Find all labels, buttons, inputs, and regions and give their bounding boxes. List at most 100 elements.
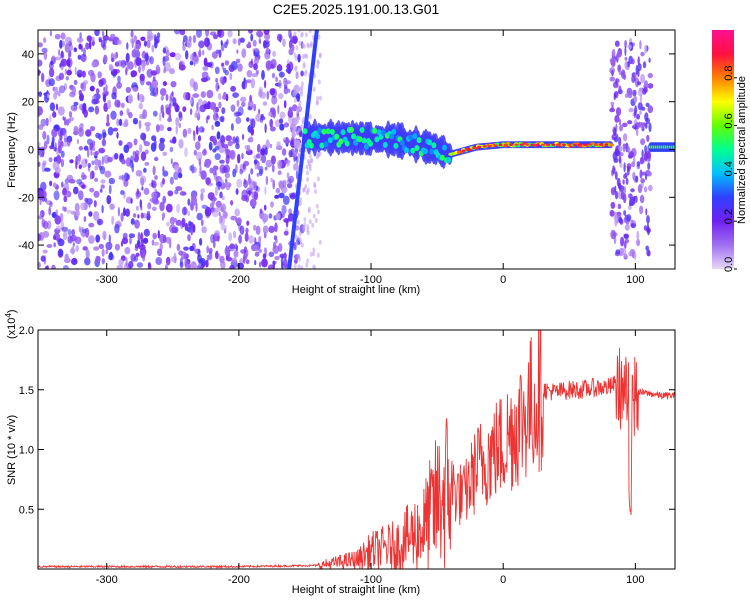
heat-cell — [278, 192, 285, 199]
heat-cell — [180, 190, 183, 196]
slant-streak — [287, 30, 319, 269]
heat-cell — [615, 249, 621, 255]
heat-cell — [643, 186, 648, 193]
heat-cell — [87, 162, 92, 168]
heat-cell — [122, 232, 128, 240]
heat-cell — [79, 93, 84, 102]
heat-cell — [214, 185, 219, 196]
heat-cell — [118, 118, 123, 126]
heat-cell — [308, 142, 314, 149]
heat-cell — [380, 129, 386, 136]
heat-cell — [389, 133, 395, 140]
heat-cell — [622, 143, 626, 153]
heat-cell — [47, 220, 52, 230]
heat-cell — [624, 186, 626, 195]
heat-cell — [310, 158, 314, 163]
heat-cell — [261, 154, 267, 164]
heat-cell — [609, 143, 615, 147]
heat-cell — [288, 39, 293, 50]
heat-cell — [162, 81, 168, 87]
heat-cell — [323, 141, 329, 148]
heat-cell — [209, 102, 217, 110]
heat-cell — [123, 178, 129, 187]
heat-cell — [300, 70, 304, 77]
heat-cell — [152, 76, 156, 82]
heat-cell — [102, 230, 107, 240]
heat-cell — [647, 72, 653, 79]
heat-cell — [275, 76, 278, 83]
heat-cell — [615, 78, 620, 83]
heat-cell — [158, 141, 165, 152]
heat-cell — [261, 70, 265, 80]
heat-cell — [205, 259, 209, 268]
heat-cell — [286, 182, 293, 189]
heat-cell — [306, 230, 310, 236]
heat-cell — [633, 108, 636, 119]
heat-cell — [214, 66, 220, 75]
heat-cell — [75, 209, 80, 217]
heat-cell — [297, 53, 301, 63]
heat-cell — [269, 143, 273, 149]
heat-cell — [622, 179, 625, 185]
heat-cell — [635, 175, 639, 183]
heat-cell — [175, 104, 180, 113]
heat-cell — [55, 103, 59, 111]
heat-cell — [256, 172, 260, 177]
heat-cell — [98, 243, 105, 250]
heat-cell — [299, 86, 303, 92]
heat-cell — [159, 137, 165, 143]
heat-cell — [312, 86, 316, 92]
heat-cell — [76, 155, 81, 165]
heat-cell — [466, 148, 471, 151]
heat-cell — [207, 38, 210, 46]
heat-cell — [225, 93, 229, 102]
heat-cell — [117, 75, 121, 84]
heat-cell — [201, 127, 205, 133]
heat-cell — [200, 91, 206, 98]
heat-cell — [205, 30, 210, 37]
heat-cell — [51, 264, 56, 269]
heat-cell — [628, 205, 632, 210]
heat-cell — [89, 187, 95, 193]
heat-cell — [641, 149, 644, 158]
heat-cell — [208, 141, 213, 151]
heat-cell — [293, 97, 297, 103]
heat-cell — [613, 93, 616, 101]
heat-cell — [203, 103, 211, 110]
heat-cell — [626, 165, 630, 176]
heat-cell — [51, 141, 55, 149]
heat-cell — [640, 73, 646, 84]
heat-cell — [95, 255, 101, 263]
heat-cell — [283, 218, 290, 223]
heat-cell — [39, 153, 42, 158]
heat-cell — [135, 205, 139, 211]
heat-cell — [623, 174, 627, 179]
heat-cell — [647, 226, 650, 236]
heat-cell — [202, 149, 207, 156]
colorbar-tick-label: 0.2 — [723, 209, 735, 224]
heat-cell — [376, 129, 382, 136]
heat-cell — [200, 170, 207, 180]
heat-cell — [44, 197, 48, 203]
heat-cell — [296, 155, 299, 164]
heat-cell — [40, 118, 47, 127]
heat-cell — [98, 218, 101, 226]
heat-cell — [105, 249, 109, 255]
heat-cell — [241, 133, 245, 140]
heat-cell — [195, 125, 199, 135]
heat-cell — [623, 253, 628, 258]
heat-cell — [623, 233, 629, 238]
heat-cell — [41, 72, 45, 83]
heat-cell — [315, 203, 319, 209]
heat-cell — [38, 42, 43, 48]
heat-cell — [107, 126, 114, 136]
heat-cell — [293, 31, 297, 37]
y-tick-label: 0 — [28, 145, 34, 157]
heat-cell — [125, 86, 132, 94]
heat-cell — [224, 60, 230, 66]
heat-cell — [577, 143, 582, 146]
heat-cell — [340, 129, 346, 136]
heat-cell — [68, 111, 73, 118]
heat-cell — [78, 146, 84, 151]
heat-cell — [118, 140, 123, 146]
